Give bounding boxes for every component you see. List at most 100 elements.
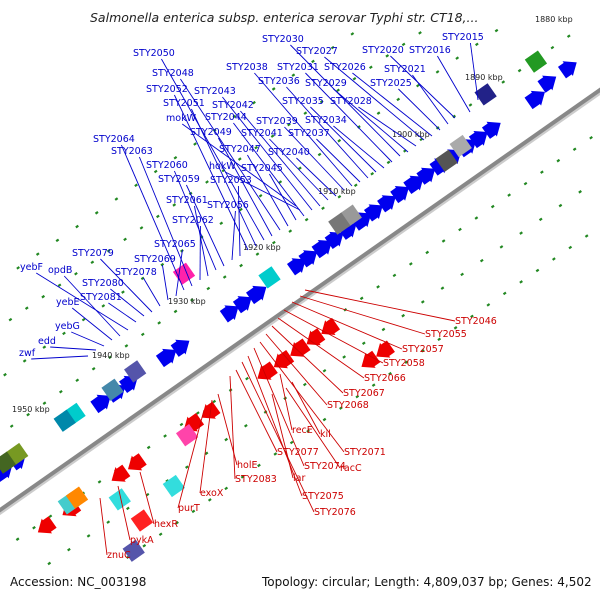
track-tick: [386, 160, 391, 165]
leader-line: [304, 289, 456, 322]
leader-line: [174, 94, 249, 251]
track-tick: [468, 103, 473, 107]
forward-gene-arrow: [170, 339, 190, 357]
forward-gene-arrow: [311, 239, 332, 259]
track-tick: [589, 135, 593, 140]
reverse-gene-arrow: [361, 350, 381, 368]
track-tick: [311, 59, 315, 64]
ruler-label: 1930 kbp: [168, 297, 206, 306]
gene-label-STY2046: STY2046: [455, 316, 497, 327]
leader-line: [71, 307, 113, 341]
gene-label-STY2071: STY2071: [344, 447, 386, 458]
gene-label-STY2020: STY2020: [362, 45, 404, 56]
leader-line: [299, 295, 426, 335]
track-tick: [317, 152, 322, 157]
leader-line: [181, 123, 297, 207]
leader-line: [50, 346, 97, 351]
leader-line: [240, 110, 321, 207]
leader-line: [333, 125, 385, 169]
track-tick: [195, 411, 200, 415]
gene-label-STY2063: STY2063: [111, 146, 153, 157]
gene-label-STY2045: STY2045: [241, 163, 283, 174]
track-tick: [108, 355, 112, 360]
gene-label-STY2050: STY2050: [133, 48, 175, 59]
gene-label-STY2035: STY2035: [282, 96, 324, 107]
track-tick: [452, 114, 456, 119]
forward-gene-arrow: [286, 258, 306, 276]
gene-label-STY2081: STY2081: [80, 292, 122, 303]
track-tick: [41, 294, 46, 299]
forward-gene-arrow: [363, 204, 383, 222]
gene-label-purT: purT: [178, 503, 200, 514]
track-tick: [322, 417, 327, 422]
track-tick: [460, 272, 464, 277]
track-tick: [289, 440, 294, 445]
leader-line: [218, 137, 273, 237]
track-tick: [453, 326, 458, 330]
forward-gene-arrow: [537, 75, 557, 93]
leader-line: [36, 272, 129, 331]
gene-label-STY2037: STY2037: [288, 128, 330, 139]
track-tick: [455, 56, 460, 60]
track-tick: [255, 252, 260, 256]
leader-line: [175, 249, 183, 297]
track-tick: [474, 216, 479, 220]
track-tick: [470, 314, 474, 319]
track-tick: [224, 486, 229, 491]
track-tick: [401, 42, 406, 47]
track-tick: [15, 537, 20, 541]
feature-box: [449, 134, 472, 158]
gene-label-STY2044: STY2044: [205, 112, 247, 123]
track-tick: [552, 257, 556, 261]
gene-label-STY2080: STY2080: [82, 278, 124, 289]
feature-box: [124, 360, 147, 383]
track-tick: [106, 249, 111, 253]
track-tick: [278, 180, 283, 184]
gene-label-edd: edd: [38, 336, 56, 347]
gene-label-STY2075: STY2075: [302, 491, 344, 502]
track-tick: [572, 147, 577, 151]
track-tick: [302, 382, 307, 387]
track-tick: [207, 498, 212, 502]
backbone-shadow: [0, 90, 600, 516]
gene-label-exoX: exoX: [200, 488, 224, 499]
reverse-gene-arrow: [127, 453, 147, 471]
track-tick: [353, 183, 358, 188]
track-tick: [114, 197, 119, 201]
leader-line: [110, 288, 145, 317]
leader-line: [277, 317, 365, 379]
ruler-label: 1920 kbp: [243, 243, 281, 252]
forward-gene-arrow: [524, 90, 545, 110]
track-tick: [566, 34, 571, 38]
track-tick: [502, 291, 507, 296]
forward-gene-arrow: [481, 121, 501, 139]
leader-line: [108, 302, 137, 323]
leader-line: [143, 277, 161, 307]
feature-box: [108, 488, 131, 511]
track-tick: [271, 87, 276, 91]
leader-line: [469, 42, 479, 101]
reverse-gene-arrow: [376, 340, 395, 358]
track-tick: [55, 238, 60, 243]
track-tick: [568, 245, 573, 250]
gene-label-STY2062: STY2062: [172, 215, 214, 226]
track-tick: [584, 234, 589, 238]
leader-line: [229, 375, 236, 480]
leader-line: [100, 258, 153, 313]
leader-line: [269, 173, 297, 221]
gene-label-STY2076: STY2076: [314, 507, 356, 518]
leader-line: [254, 72, 353, 187]
track-tick: [158, 532, 163, 537]
gene-label-STY2025: STY2025: [370, 78, 412, 89]
track-tick: [62, 331, 66, 336]
gene-label-STY2026: STY2026: [324, 62, 366, 73]
gene-label-STY2065: STY2065: [154, 239, 196, 250]
track-tick: [523, 181, 528, 186]
leader-line: [99, 497, 108, 556]
track-tick: [205, 180, 209, 184]
leader-line: [253, 347, 305, 467]
gene-label-STY2038: STY2038: [226, 62, 268, 73]
leader-line: [63, 275, 121, 337]
forward-gene-arrow: [298, 250, 318, 268]
track-tick: [517, 68, 522, 73]
